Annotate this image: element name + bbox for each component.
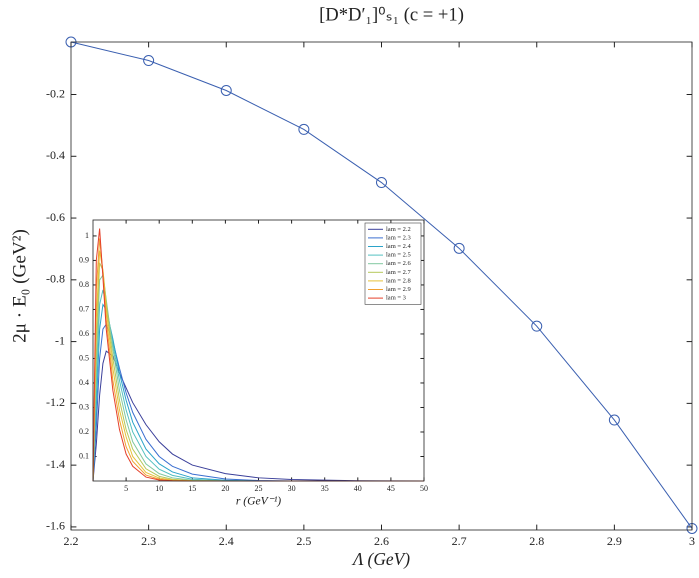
y-tick-label: -1.2 (46, 395, 65, 409)
marker (608, 414, 620, 426)
y-tick-label: -1.4 (46, 457, 65, 471)
legend-label: lam = 2.6 (386, 260, 412, 267)
x-tick-label: 35 (321, 484, 329, 493)
y-tick-label: -0.4 (46, 148, 65, 162)
x-tick-label: 50 (420, 484, 428, 493)
y-tick-label: 0.3 (79, 402, 89, 411)
y-axis-label: 2μ · E₀ (GeV²) (9, 229, 30, 343)
legend-label: lam = 2.4 (386, 243, 412, 250)
marker (298, 123, 310, 135)
y-tick-label: 0.8 (79, 280, 89, 289)
x-tick-label: 10 (155, 484, 163, 493)
x-tick-label: 2.8 (529, 534, 544, 548)
y-tick-label: 0.4 (79, 378, 89, 387)
x-tick-label: 2.7 (452, 534, 467, 548)
x-tick-label: 2.4 (219, 534, 234, 548)
line (92, 350, 425, 482)
x-tick-label: 15 (188, 484, 196, 493)
x-tick-label: 2.6 (374, 534, 389, 548)
chart-title: [D*D′₁]⁰ₛ₁ (c = +1) (319, 4, 464, 25)
y-tick-label: 0.7 (79, 304, 89, 313)
legend-label: lam = 2.7 (386, 269, 412, 276)
y-tick-label: -0.8 (46, 272, 65, 286)
y-tick-label: -0.6 (46, 210, 65, 224)
marker (376, 177, 387, 189)
legend-label: lam = 2.5 (386, 252, 411, 259)
marker (143, 55, 155, 67)
y-tick-label: 0.1 (79, 451, 89, 460)
y-tick-label: 0.9 (79, 255, 89, 264)
x-axis-label: Λ (GeV) (351, 549, 410, 569)
x-tick-label: 40 (354, 484, 362, 493)
x-axis-label: r (GeV⁻¹) (236, 494, 281, 507)
x-tick-label: 20 (221, 484, 229, 493)
y-tick-label: -0.2 (46, 86, 65, 100)
x-tick-label: 2.2 (64, 534, 79, 548)
y-tick-label: -1 (55, 333, 65, 347)
legend-label: lam = 2.3 (386, 234, 411, 241)
x-tick-label: 30 (288, 484, 296, 493)
x-tick-label: 25 (255, 484, 263, 493)
marker (453, 242, 465, 254)
legend-label: lam = 3 (386, 295, 406, 302)
legend-label: lam = 2.8 (386, 277, 411, 284)
y-tick-label: 0.5 (79, 353, 89, 362)
x-tick-label: 5 (124, 484, 128, 493)
axes-box (92, 219, 425, 482)
line (70, 41, 693, 529)
marker (220, 84, 232, 96)
x-tick-label: 3 (689, 534, 695, 548)
x-tick-label: 2.9 (607, 534, 622, 548)
y-tick-label: -1.6 (46, 519, 65, 533)
legend-label: lam = 2.9 (386, 286, 411, 293)
x-tick-label: 45 (387, 484, 395, 493)
x-tick-label: 2.5 (296, 534, 311, 548)
marker (531, 320, 543, 332)
y-tick-label: 0.6 (79, 329, 89, 338)
x-tick-label: 2.3 (141, 534, 156, 548)
legend-label: lam = 2.2 (386, 226, 411, 233)
y-tick-label: 0.2 (79, 427, 89, 436)
y-tick-label: 1 (85, 231, 89, 240)
axes-box (70, 41, 693, 531)
